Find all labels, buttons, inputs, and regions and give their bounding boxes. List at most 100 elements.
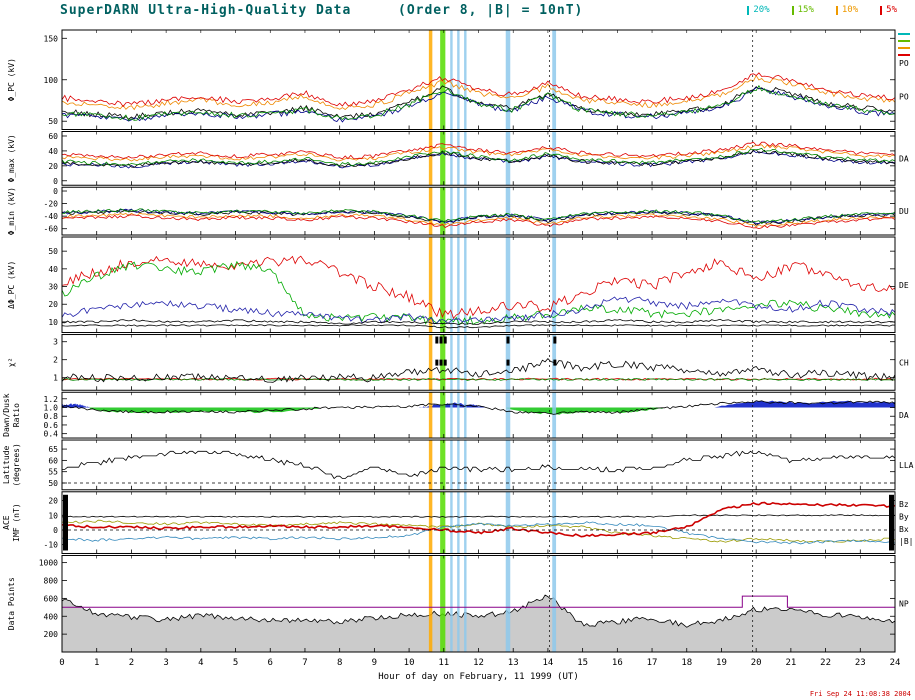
y-tick-label: 2	[53, 356, 58, 365]
y-tick-label: 200	[44, 630, 59, 639]
series-n-points-area	[61, 594, 896, 653]
y-tick-label: 1	[53, 374, 58, 383]
event-bar	[440, 491, 446, 554]
event-bar	[505, 131, 511, 186]
event-bar	[457, 187, 460, 236]
series-model-green	[61, 208, 896, 224]
y-axis-label: ACE	[2, 515, 11, 530]
x-tick-label: 14	[542, 658, 553, 668]
event-bar	[450, 237, 453, 333]
event-bar	[450, 131, 453, 186]
y-tick-label: 20	[48, 497, 58, 506]
y-tick-label: 1.0	[44, 404, 59, 413]
panel-ace-imf	[61, 491, 896, 554]
event-bar	[440, 237, 446, 333]
y-tick-label: 40	[48, 147, 58, 156]
x-tick-label: 13	[508, 658, 519, 668]
series-imf-bmag	[61, 514, 896, 518]
event-bar	[505, 237, 511, 333]
panel-phi-pc	[61, 29, 896, 131]
y-tick-label: 50	[48, 117, 58, 126]
event-bar	[552, 187, 557, 236]
x-tick-label: 3	[163, 658, 168, 668]
y-tick-label: 40	[48, 265, 58, 274]
y-tick-label: 0	[53, 177, 58, 186]
y-axis-label: Ratio	[12, 403, 21, 427]
panel-data-points	[61, 554, 896, 653]
edge-gap-block	[889, 494, 894, 551]
legend-tick-icon	[791, 5, 794, 15]
x-tick-label: 19	[716, 658, 727, 668]
right-panel-label: LLA	[899, 461, 914, 470]
gap-mark	[439, 359, 443, 366]
series-imf-bz	[61, 501, 896, 538]
y-tick-label: -20	[44, 200, 59, 209]
panel-chi-squared	[61, 334, 896, 391]
event-bar	[450, 334, 453, 391]
series-imf-bx	[61, 521, 896, 545]
ratio-fill	[419, 402, 489, 408]
y-axis-label: Dawn/Dusk	[2, 393, 11, 437]
series-chi-green	[62, 378, 896, 381]
event-bar	[428, 187, 433, 236]
y-axis-label: Φ_max (kV)	[7, 134, 16, 182]
y-axis-label: Latitude	[2, 445, 11, 484]
event-bar	[464, 440, 467, 490]
panel-dawn-dusk-ratio	[61, 391, 896, 439]
event-bar	[428, 392, 433, 439]
right-panel-label: DA	[899, 411, 909, 420]
y-tick-label: 10	[48, 318, 58, 327]
event-bar	[428, 555, 433, 652]
event-bar	[440, 555, 446, 652]
event-bar	[457, 491, 460, 554]
x-tick-label: 12	[473, 658, 484, 668]
y-tick-label: 60	[48, 456, 58, 465]
y-tick-label: -10	[44, 541, 59, 550]
series-ratio-line	[61, 400, 896, 415]
event-bar	[505, 30, 511, 130]
legend-item-5%: 5%	[880, 5, 897, 15]
y-tick-label: -40	[44, 212, 59, 221]
event-bar	[552, 237, 557, 333]
event-bar	[428, 334, 433, 391]
series-model-orange	[61, 212, 896, 228]
legend-label: 5%	[886, 5, 897, 15]
y-tick-label: 0.6	[44, 421, 59, 430]
right-panel-label: Bx	[899, 525, 909, 534]
x-tick-label: 7	[302, 658, 307, 668]
y-tick-label: 20	[48, 162, 58, 171]
gap-mark	[443, 336, 447, 344]
y-tick-label: 0.4	[44, 430, 59, 439]
gap-mark	[553, 336, 557, 344]
gap-mark	[506, 359, 510, 366]
event-bar	[428, 237, 433, 333]
x-tick-label: 5	[233, 658, 238, 668]
series-threshold-line	[62, 595, 895, 608]
event-bar	[552, 131, 557, 186]
gap-mark	[506, 336, 510, 344]
event-bar	[552, 491, 557, 554]
event-bar	[505, 491, 511, 554]
y-tick-label: 55	[48, 468, 58, 477]
ratio-fill	[506, 407, 663, 415]
event-bar	[505, 392, 511, 439]
x-tick-label: 11	[438, 658, 449, 668]
event-bar	[440, 187, 446, 236]
x-tick-label: 0	[59, 658, 64, 668]
event-bar	[457, 30, 460, 130]
y-axis-label: Φ_min (kV)	[7, 187, 16, 235]
legend-label: 15%	[797, 5, 814, 15]
x-tick-label: 24	[890, 658, 901, 668]
y-axis-label: Data Points	[7, 577, 16, 630]
series-latitude-step	[62, 450, 896, 480]
gap-mark	[553, 359, 557, 366]
event-bar	[428, 30, 433, 130]
y-tick-label: 50	[48, 479, 58, 488]
event-bar	[457, 334, 460, 391]
right-panel-label: PO	[899, 59, 909, 68]
right-panel-label: CH	[899, 358, 909, 367]
right-panel-label: DU	[899, 207, 909, 216]
legend-item-20%: 20%	[747, 5, 770, 15]
x-tick-label: 8	[337, 658, 342, 668]
